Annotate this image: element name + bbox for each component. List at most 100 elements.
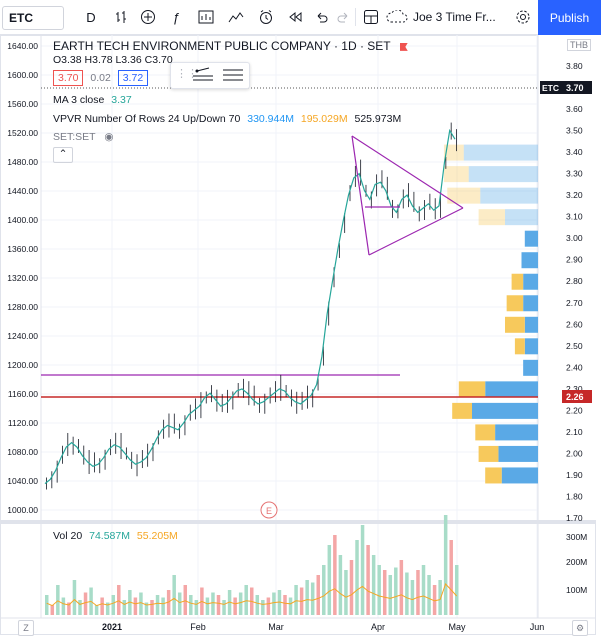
right-axis-tick: 3.00 [566,233,583,243]
volume-bar [133,597,138,615]
ohlc-values: O3.38 H3.78 L3.36 C3.70 [53,54,173,66]
left-axis-tick: 1280.00 [7,302,38,312]
earnings-marker[interactable] [260,501,278,519]
indicators-icon[interactable]: ƒ [172,9,180,25]
volume-bar [94,605,99,615]
vpvr-up-bar [524,338,538,355]
volume-bar [72,580,77,615]
volume-ma-line [46,583,458,607]
volume-axis-tick: 300M [566,532,587,542]
symbol-search-button[interactable]: ETC [2,6,64,30]
volume-bar [177,592,182,615]
vpvr-up-bar [523,295,538,312]
spread-value: 0.02 [90,72,111,84]
left-axis-tick: 1480.00 [7,157,38,167]
left-axis-tick: 1080.00 [7,447,38,457]
vpvr-up-bar [468,166,538,183]
undo-icon[interactable] [310,6,332,28]
volume-bar [405,572,409,615]
volume-bar [344,570,348,615]
volume-bar [294,585,298,615]
volume-bar [455,565,459,615]
volume-bar [183,585,188,615]
bars-style-icon[interactable] [110,6,132,28]
volume-bar [316,575,320,615]
redo-icon[interactable] [333,6,355,28]
volume-bar [117,585,121,615]
price-chart[interactable]: 1640.00 1600.00 1560.00 1520.00 1480.00 1440.… [0,35,601,640]
red-line-price-label: 2.26 [566,392,584,402]
volume-bar [266,597,271,615]
layout-grid-icon[interactable] [360,6,382,28]
time-axis-label: 2021 [102,622,122,632]
volume-bar [78,600,82,615]
left-axis-tick: 1560.00 [7,99,38,109]
compare-legend[interactable]: SET:SET ◉ [53,131,114,143]
alert-clock-icon[interactable] [255,6,277,28]
volume-bar [155,595,160,615]
settings-gear-icon[interactable] [512,6,534,28]
bid-box[interactable]: 3.70 [53,70,84,86]
eye-icon[interactable]: ◉ [104,131,114,143]
autoscale-settings-icon[interactable]: ⚙ [572,620,588,636]
cloud-icon [386,10,408,23]
right-axis-tick: 3.40 [566,147,583,157]
drag-handle-icon[interactable]: ⋮⋮ [176,68,198,80]
price-tag-symbol: ETC [542,83,559,93]
vpvr-total-value: 525.973M [354,113,402,125]
price-bars [46,122,457,490]
volume-bar [432,585,437,615]
chart-type-icon[interactable] [225,6,247,28]
trend-line-icon[interactable] [191,66,215,84]
vpvr-down-bar [443,144,464,161]
volume-bar [161,597,165,615]
interval-button[interactable]: D [86,9,96,25]
vpvr-down-bar [511,273,524,290]
volume-legend[interactable]: Vol 20 74.587M 55.205M [53,530,178,542]
right-axis-tick: 2.10 [566,427,583,437]
compare-add-icon[interactable] [137,6,159,28]
parallel-lines-icon[interactable] [221,66,245,84]
volume-bar [105,602,110,615]
right-axis-tick: 2.00 [566,448,583,458]
vpvr-up-bar [485,381,538,398]
right-axis-tick: 3.50 [566,126,583,136]
volume-bar [139,592,143,615]
volume-bar [416,570,420,615]
volume-bar [122,600,127,615]
price-tag-label: 3.70 [566,83,584,93]
pane-separator [0,520,596,524]
right-axis-tick: 2.30 [566,384,583,394]
vpvr-up-bar [472,402,538,419]
ma-label: MA 3 close [53,94,105,106]
timezone-button[interactable]: Z [18,620,34,636]
right-axis-tick: 2.50 [566,341,583,351]
time-axis-label: Apr [371,622,385,632]
vpvr-label: VPVR Number Of Rows 24 Up/Down 70 [53,113,241,125]
vpvr-legend[interactable]: VPVR Number Of Rows 24 Up/Down 70 330.94… [53,113,401,125]
left-axis-tick: 1000.00 [7,505,38,515]
time-axis-label: May [448,622,466,632]
right-axis-tick: 2.90 [566,255,583,265]
flag-icon[interactable] [399,42,408,51]
top-toolbar: ETC D ƒ Joe 3 Time Fr... Publish [0,0,601,35]
volume-axis-tick: 200M [566,557,587,567]
collapse-legend-button[interactable]: ⌃ [53,147,73,163]
volume-profile-bars [443,144,538,484]
vol-ma-value: 55.205M [136,530,178,542]
volume-bar [255,595,260,615]
ma-legend[interactable]: MA 3 close 3.37 [53,94,132,106]
publish-button[interactable]: Publish [538,0,601,35]
floating-drawing-toolbar[interactable]: ⋮⋮ [170,62,250,89]
vpvr-down-bar [443,166,469,183]
right-axis-tick: 3.80 [566,61,583,71]
volume-bar [216,595,221,615]
volume-bar [322,565,326,615]
vpvr-down-bar [475,424,496,441]
layout-name-button[interactable]: Joe 3 Time Fr... [385,6,515,28]
right-axis-tick: 1.80 [566,491,583,501]
ask-box[interactable]: 3.72 [117,70,149,86]
left-axis-tick: 1640.00 [7,41,38,51]
replay-icon[interactable] [284,6,306,28]
templates-icon[interactable] [195,6,217,28]
